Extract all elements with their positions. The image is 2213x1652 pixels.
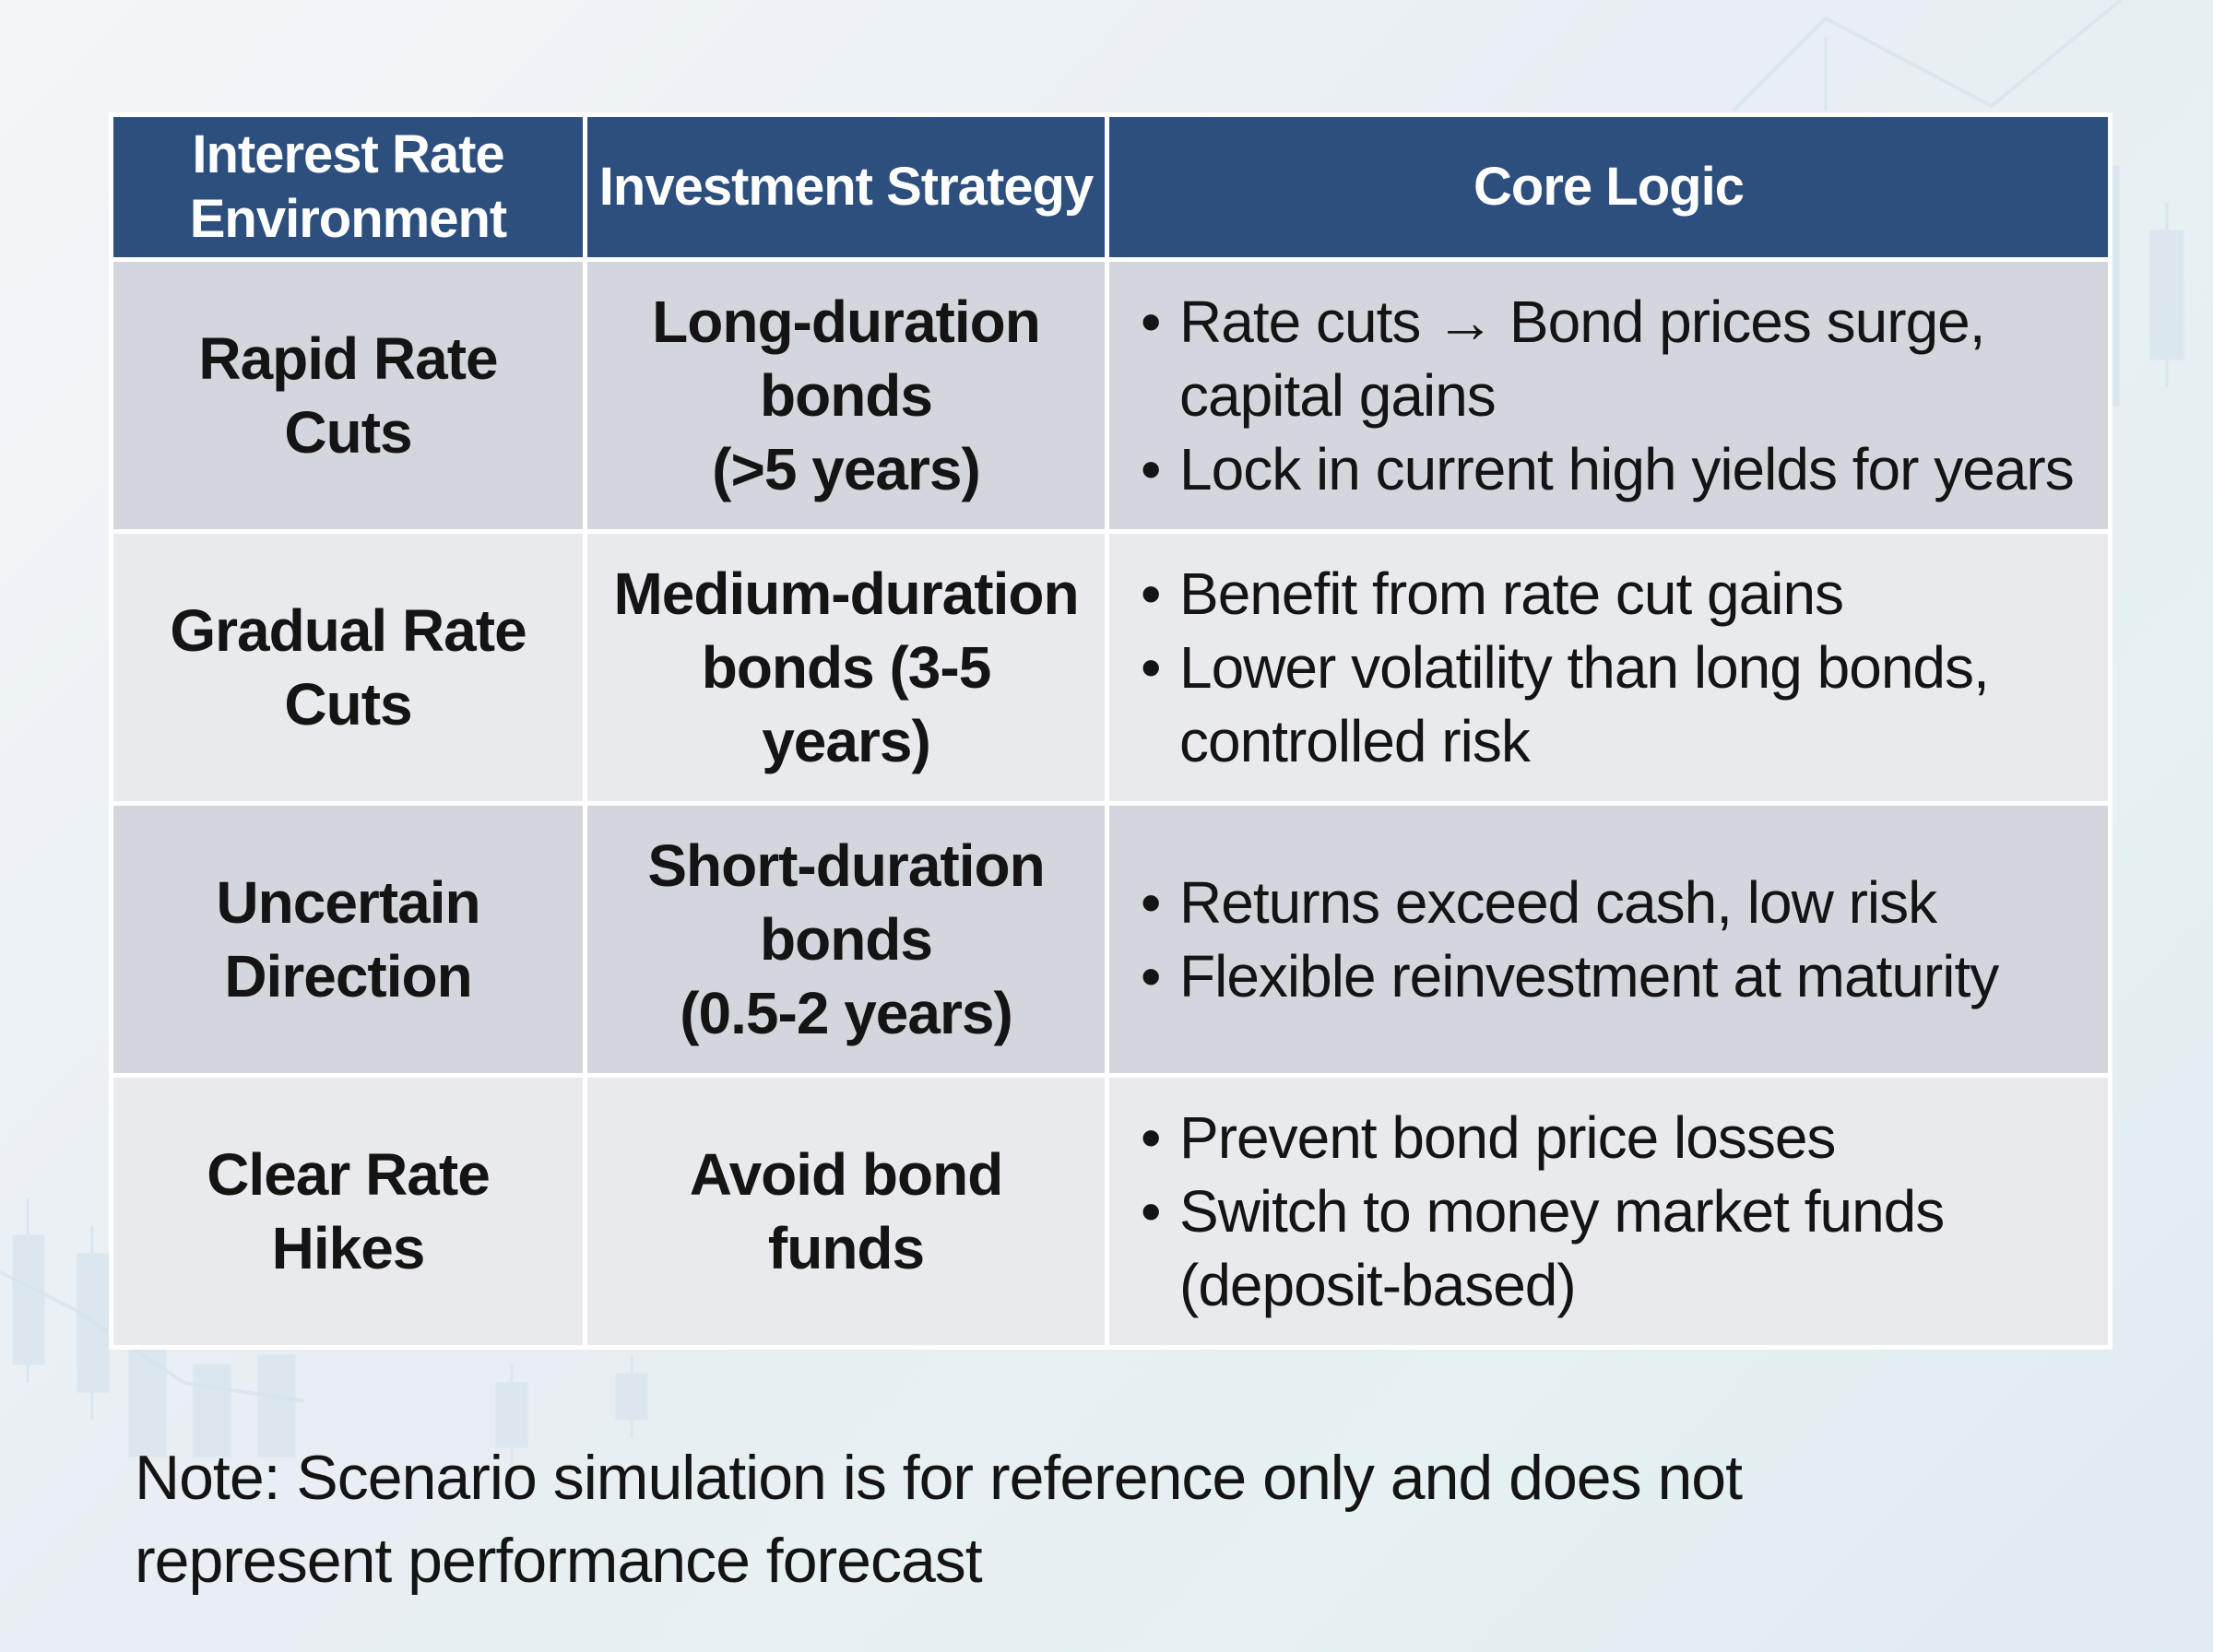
table-row: Rapid Rate Cuts Long-duration bonds (>5 … <box>109 257 2112 534</box>
table-row: Gradual Rate Cuts Medium-duration bonds … <box>109 529 2112 806</box>
disclaimer-note: Note: Scenario simulation is for referen… <box>135 1443 1743 1596</box>
header-core-logic: Core Logic <box>1105 112 2112 262</box>
strategy-cell: Long-duration bonds (>5 years) <box>583 257 1109 534</box>
environment-cell: Gradual Rate Cuts <box>109 529 587 806</box>
strategy-cell: Short-duration bonds (0.5-2 years) <box>583 801 1109 1078</box>
logic-cell: Rate cuts → Bond prices surge, capital g… <box>1105 257 2112 534</box>
environment-cell: Clear Rate Hikes <box>109 1073 587 1350</box>
header-investment-strategy: Investment Strategy <box>583 112 1109 262</box>
logic-cell: Prevent bond price losses Switch to mone… <box>1105 1073 2112 1350</box>
environment-cell: Uncertain Direction <box>109 801 587 1078</box>
strategy-cell: Avoid bond funds <box>583 1073 1109 1350</box>
logic-item: Returns exceed cash, low risk <box>1141 866 2082 939</box>
header-interest-rate-environment: Interest Rate Environment <box>109 112 587 262</box>
logic-item: Prevent bond price losses <box>1141 1101 2082 1174</box>
table-row: Uncertain Direction Short-duration bonds… <box>109 801 2112 1078</box>
logic-list: Benefit from rate cut gains Lower volati… <box>1135 557 2082 778</box>
logic-item: Rate cuts → Bond prices surge, capital g… <box>1141 285 2082 432</box>
strategy-table-container: Interest Rate Environment Investment Str… <box>109 112 2112 1350</box>
logic-list: Returns exceed cash, low risk Flexible r… <box>1135 866 2082 1013</box>
logic-list: Rate cuts → Bond prices surge, capital g… <box>1135 285 2082 506</box>
logic-cell: Benefit from rate cut gains Lower volati… <box>1105 529 2112 806</box>
strategy-cell: Medium-duration bonds (3-5 years) <box>583 529 1109 806</box>
logic-item: Lower volatility than long bonds, contro… <box>1141 631 2082 778</box>
logic-item: Flexible reinvestment at maturity <box>1141 939 2082 1013</box>
rate-strategy-table: Interest Rate Environment Investment Str… <box>109 112 2112 1350</box>
environment-cell: Rapid Rate Cuts <box>109 257 587 534</box>
logic-item: Lock in current high yields for years <box>1141 432 2082 506</box>
logic-list: Prevent bond price losses Switch to mone… <box>1135 1101 2082 1322</box>
table-header-row: Interest Rate Environment Investment Str… <box>109 112 2112 262</box>
logic-item: Benefit from rate cut gains <box>1141 557 2082 631</box>
logic-cell: Returns exceed cash, low risk Flexible r… <box>1105 801 2112 1078</box>
table-row: Clear Rate Hikes Avoid bond funds Preven… <box>109 1073 2112 1350</box>
logic-item: Switch to money market funds (deposit-ba… <box>1141 1174 2082 1322</box>
